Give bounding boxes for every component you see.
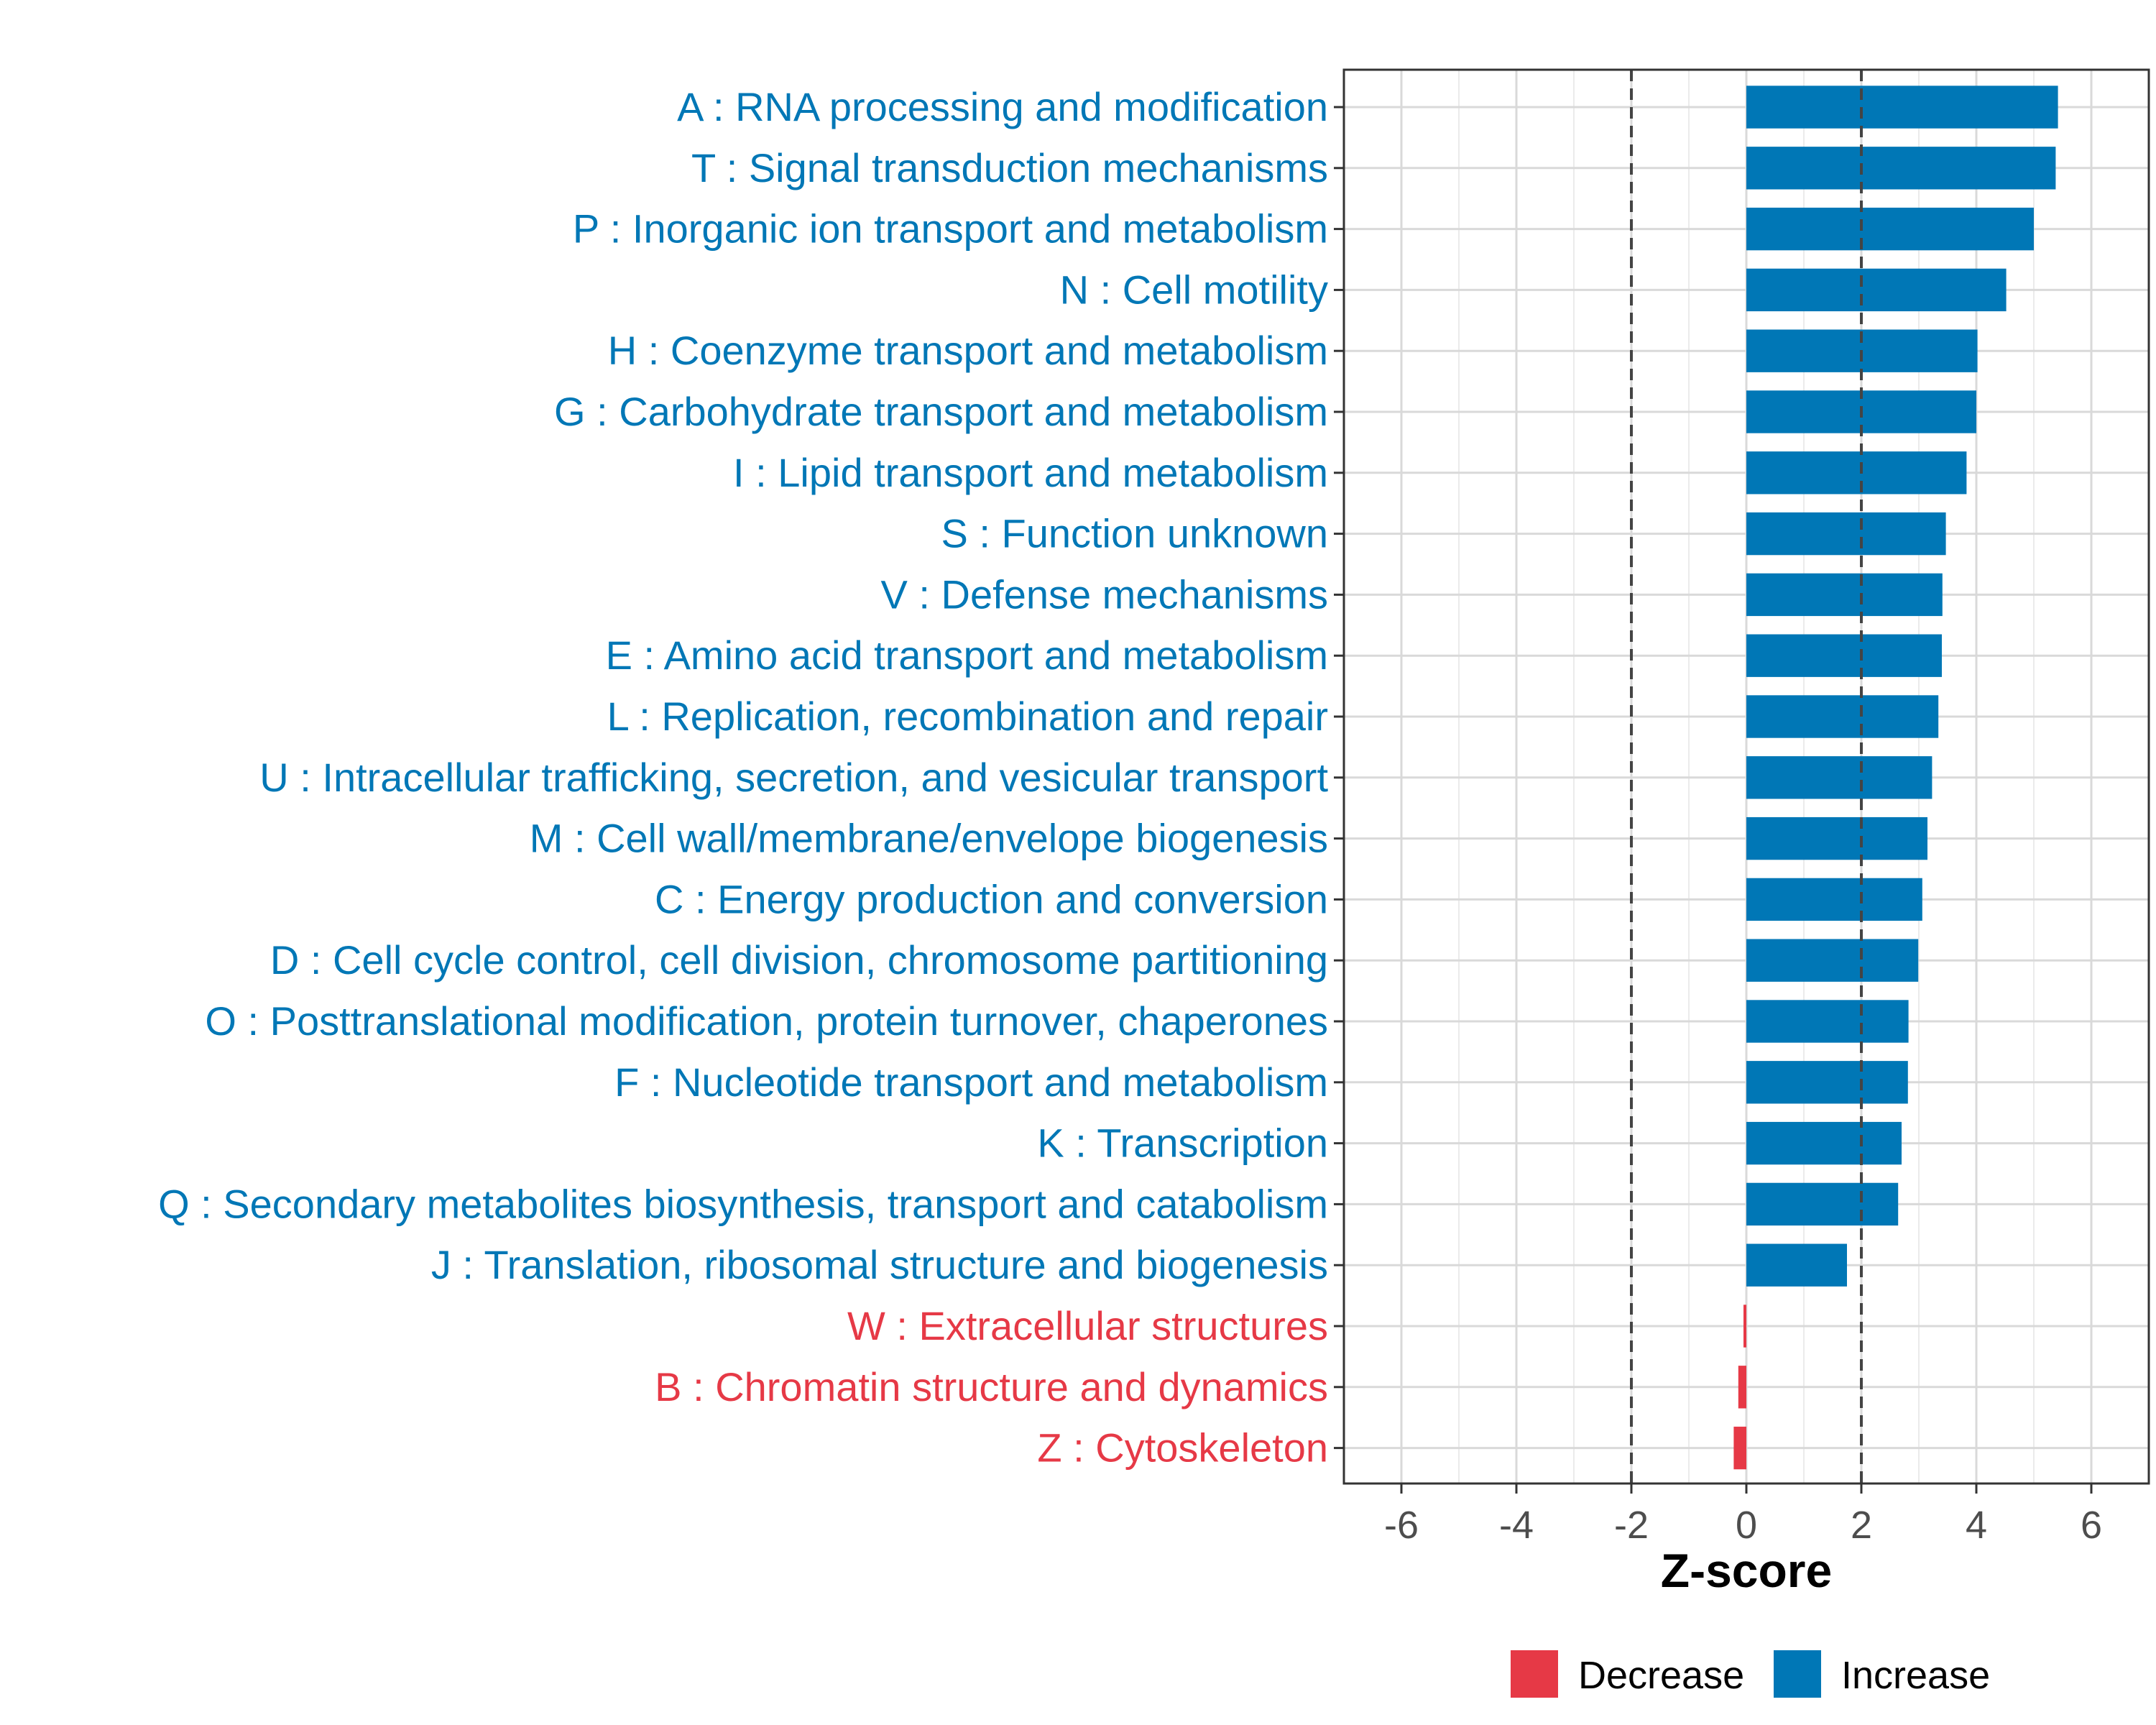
category-label: J : Translation, ribosomal structure and… xyxy=(431,1242,1328,1287)
bar xyxy=(1746,573,1943,617)
bar xyxy=(1746,268,2007,312)
category-label: P : Inorganic ion transport and metaboli… xyxy=(573,206,1328,252)
category-label: G : Carbohydrate transport and metabolis… xyxy=(554,389,1328,434)
y-axis-ticks xyxy=(1334,106,1344,1450)
category-label: I : Lipid transport and metabolism xyxy=(733,450,1328,495)
bar xyxy=(1746,207,2034,251)
bar xyxy=(1746,695,1939,738)
category-label: D : Cell cycle control, cell division, c… xyxy=(270,937,1328,983)
bar xyxy=(1733,1426,1746,1470)
bar xyxy=(1746,1243,1847,1287)
bar xyxy=(1743,1305,1746,1348)
bar xyxy=(1738,1366,1746,1409)
category-label: S : Function unknown xyxy=(941,511,1328,556)
x-axis-title: Z-score xyxy=(1661,1544,1832,1597)
category-label: T : Signal transduction mechanisms xyxy=(691,145,1328,190)
x-tick-label: -4 xyxy=(1499,1504,1534,1547)
category-label: M : Cell wall/membrane/envelope biogenes… xyxy=(530,816,1328,861)
bar xyxy=(1746,1061,1908,1104)
category-label: A : RNA processing and modification xyxy=(677,84,1328,129)
x-tick-label: -6 xyxy=(1384,1504,1419,1547)
legend: Decrease Increase xyxy=(1511,1650,1990,1698)
bar xyxy=(1746,86,2058,129)
y-axis-category-labels: A : RNA processing and modification T : S… xyxy=(158,84,1328,1471)
category-label: Z : Cytoskeleton xyxy=(1037,1425,1328,1471)
category-label: U : Intracellular trafficking, secretion… xyxy=(259,755,1328,800)
x-tick-label: 4 xyxy=(1966,1504,1987,1547)
bars xyxy=(1733,86,2058,1470)
category-label: H : Coenzyme transport and metabolism xyxy=(608,328,1328,373)
bar xyxy=(1746,1000,1909,1043)
x-tick-label: 0 xyxy=(1736,1504,1757,1547)
reference-lines xyxy=(1630,70,1863,1484)
bar xyxy=(1746,1182,1899,1226)
category-label: F : Nucleotide transport and metabolism xyxy=(614,1059,1328,1105)
category-label: B : Chromatin structure and dynamics xyxy=(655,1364,1328,1409)
category-label: L : Replication, recombination and repai… xyxy=(607,694,1328,739)
bar xyxy=(1746,1121,1902,1165)
category-label: O : Posttranslational modification, prot… xyxy=(205,998,1328,1044)
bar xyxy=(1746,939,1919,982)
legend-key xyxy=(1774,1650,1821,1698)
bar xyxy=(1746,512,1946,556)
bar xyxy=(1746,756,1932,799)
legend-label: Increase xyxy=(1841,1654,1990,1697)
x-tick-label: -2 xyxy=(1614,1504,1649,1547)
category-label: W : Extracellular structures xyxy=(847,1303,1328,1348)
category-label: N : Cell motility xyxy=(1060,267,1328,312)
bar xyxy=(1746,451,1967,494)
x-tick-label: 2 xyxy=(1851,1504,1872,1547)
bar xyxy=(1746,878,1922,921)
bar xyxy=(1746,634,1942,677)
bar xyxy=(1746,147,2056,190)
category-label: C : Energy production and conversion xyxy=(655,876,1328,921)
x-axis-ticks: -6 -4 -2 0 2 4 6 xyxy=(1384,1484,2102,1547)
legend-label: Decrease xyxy=(1578,1654,1744,1697)
legend-key xyxy=(1511,1650,1558,1698)
category-label: K : Transcription xyxy=(1037,1121,1328,1166)
category-label: V : Defense mechanisms xyxy=(881,571,1328,617)
category-label: E : Amino acid transport and metabolism xyxy=(606,632,1328,678)
bar xyxy=(1746,816,1927,860)
category-label: Q : Secondary metabolites biosynthesis, … xyxy=(158,1181,1328,1226)
x-tick-label: 6 xyxy=(2081,1504,2102,1547)
